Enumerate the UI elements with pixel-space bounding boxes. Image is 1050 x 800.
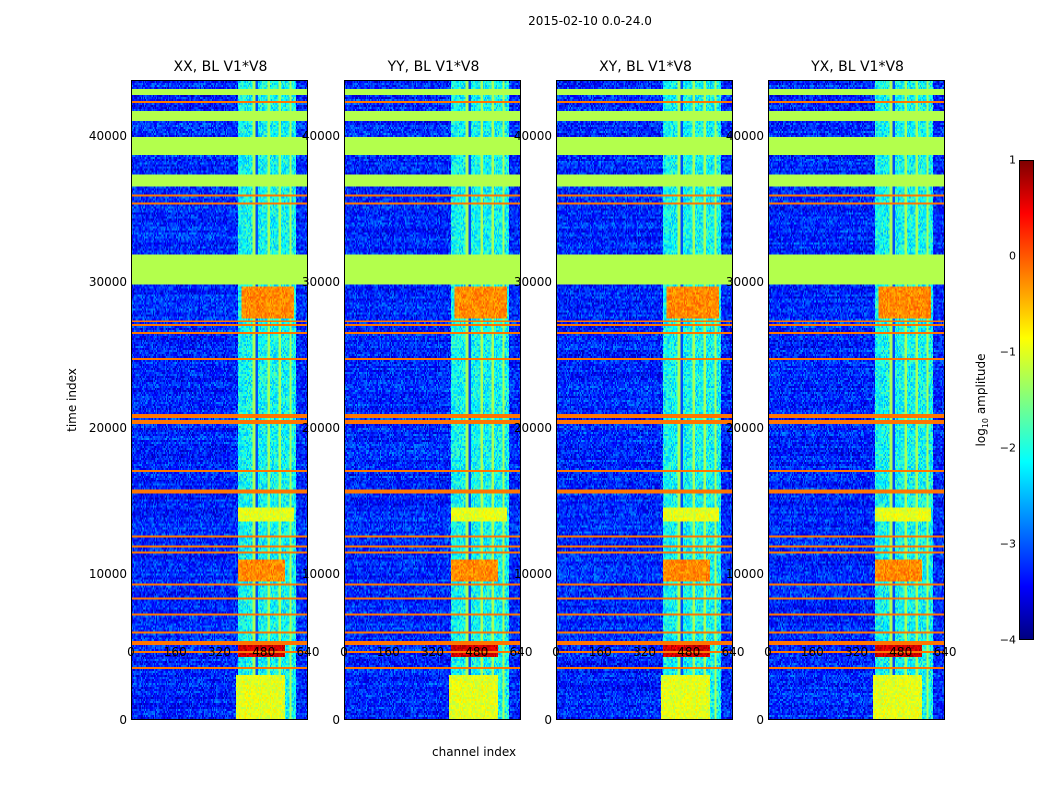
x-tick-label: 480 bbox=[889, 645, 913, 659]
x-tick-label: 160 bbox=[588, 645, 612, 659]
colorbar-tick-label: 0 bbox=[1009, 249, 1016, 263]
heatmap-image bbox=[345, 81, 520, 719]
y-tick-label: 40000 bbox=[88, 128, 127, 143]
x-tick-label: 640 bbox=[509, 645, 533, 659]
y-tick-label: 10000 bbox=[301, 566, 340, 581]
heatmap-panel: YX, BL V1*V8 bbox=[768, 59, 945, 720]
heatmap-image bbox=[132, 81, 307, 719]
y-tick-label: 30000 bbox=[88, 274, 127, 289]
y-tick-label: 10000 bbox=[88, 566, 127, 581]
x-tick-label: 160 bbox=[800, 645, 824, 659]
y-tick-label: 30000 bbox=[301, 274, 340, 289]
y-tick-label: 20000 bbox=[513, 420, 552, 435]
x-axis-label: channel index bbox=[432, 745, 517, 759]
heatmap-image bbox=[769, 81, 944, 719]
x-tick-label: 320 bbox=[633, 645, 656, 659]
y-axis-label: time index bbox=[65, 368, 79, 432]
y-tick-label: 0 bbox=[332, 713, 340, 727]
x-tick-label: 320 bbox=[421, 645, 444, 659]
x-tick-label: 320 bbox=[845, 645, 868, 659]
y-tick-label: 40000 bbox=[725, 128, 764, 143]
x-tick-label: 0 bbox=[127, 645, 135, 659]
heatmap-panel: XX, BL V1*V8 bbox=[131, 59, 308, 720]
x-tick-label: 480 bbox=[252, 645, 276, 659]
x-tick-label: 640 bbox=[721, 645, 745, 659]
x-tick-label: 0 bbox=[764, 645, 772, 659]
x-tick-label: 160 bbox=[376, 645, 400, 659]
heatmap-image bbox=[557, 81, 732, 719]
y-tick-label: 30000 bbox=[513, 274, 552, 289]
colorbar-tick-label: −1 bbox=[999, 345, 1016, 359]
colorbar-tick-label: −3 bbox=[999, 537, 1016, 551]
colorbar-tick-label: −2 bbox=[999, 441, 1016, 455]
figure-title: 2015-02-10 0.0-24.0 bbox=[528, 14, 652, 28]
x-tick-label: 640 bbox=[296, 645, 320, 659]
x-tick-label: 480 bbox=[465, 645, 489, 659]
x-tick-label: 0 bbox=[340, 645, 348, 659]
heatmap-panel: YY, BL V1*V8 bbox=[344, 59, 521, 720]
y-tick-label: 40000 bbox=[513, 128, 552, 143]
y-tick-label: 20000 bbox=[88, 420, 127, 435]
colorbar-tick-label: 1 bbox=[1009, 153, 1016, 167]
panel-title: YX, BL V1*V8 bbox=[811, 59, 904, 75]
x-tick-label: 160 bbox=[163, 645, 187, 659]
x-tick-label: 0 bbox=[552, 645, 560, 659]
heatmap-panel: XY, BL V1*V8 bbox=[556, 59, 733, 720]
x-tick-label: 640 bbox=[933, 645, 957, 659]
colorbar bbox=[1019, 160, 1034, 640]
y-tick-label: 30000 bbox=[725, 274, 764, 289]
y-tick-label: 0 bbox=[119, 713, 127, 727]
panel-title: YY, BL V1*V8 bbox=[387, 59, 480, 75]
y-tick-label: 0 bbox=[756, 713, 764, 727]
x-tick-label: 320 bbox=[208, 645, 231, 659]
x-tick-label: 480 bbox=[677, 645, 701, 659]
y-tick-label: 0 bbox=[544, 713, 552, 727]
panel-title: XX, BL V1*V8 bbox=[173, 59, 268, 75]
colorbar-label: log10 amplitude bbox=[973, 353, 991, 447]
y-tick-label: 20000 bbox=[301, 420, 340, 435]
colorbar-tick-label: −4 bbox=[999, 633, 1016, 647]
y-tick-label: 20000 bbox=[725, 420, 764, 435]
y-tick-label: 40000 bbox=[301, 128, 340, 143]
y-tick-label: 10000 bbox=[725, 566, 764, 581]
panel-title: XY, BL V1*V8 bbox=[599, 59, 692, 75]
y-tick-label: 10000 bbox=[513, 566, 552, 581]
